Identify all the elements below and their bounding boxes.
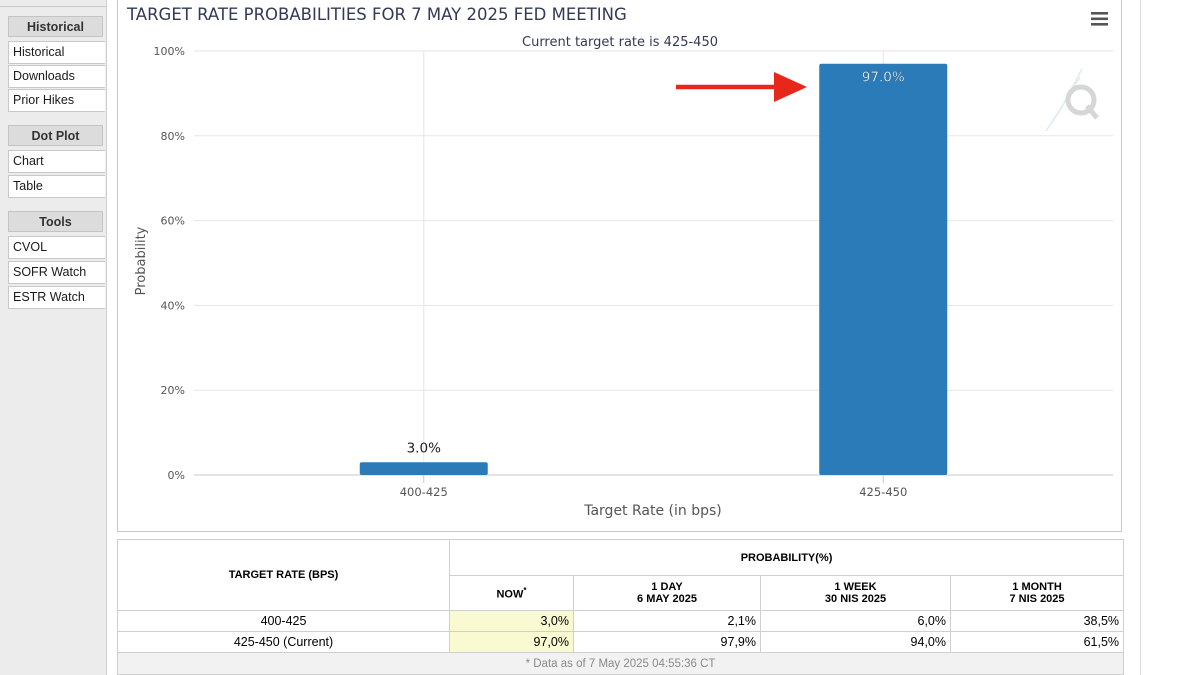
table-cell-now: 3,0% [449,610,574,632]
table-col-1-day: 1 DAY 6 MAY 2025 [573,575,761,611]
table-cell-now: 97,0% [449,631,574,653]
sidebar: Historical Historical Downloads Prior Hi… [0,0,107,675]
sidebar-item-chart[interactable]: Chart [8,150,105,173]
x-tick-label: 400-425 [400,485,448,499]
page-right-border [1140,0,1141,675]
table-cell-1-day: 97,9% [573,631,761,653]
probability-table: TARGET RATE (BPS) PROBABILITY(%) NOW* 1 … [116,539,1125,675]
data-label-400-425: 3.0% [407,440,441,456]
table-cell-1-week: 6,0% [760,610,951,632]
chart-bars: 3.0% 400-425 97.0% 425-450 [359,63,948,499]
sidebar-item-cvol[interactable]: CVOL [8,236,105,259]
y-tick-label: 60% [161,215,185,228]
table-cell-rate: 425-450 (Current) [117,631,450,653]
red-arrow-annotation [676,72,807,102]
x-axis-label: Target Rate (in bps) [583,503,722,519]
sidebar-heading-tools: Tools [8,211,103,232]
y-tick-label: 80% [161,130,185,143]
sidebar-item-estr-watch[interactable]: ESTR Watch [8,286,105,309]
chart-title: TARGET RATE PROBABILITIES FOR 7 MAY 2025… [126,5,627,24]
table-cell-1-month: 38,5% [949,610,1125,632]
table-row: 400-425 3,0% 2,1% 6,0% 38,5% [117,610,1125,632]
q-logo-icon [1045,68,1099,132]
table-row: 425-450 (Current) 97,0% 97,9% 94,0% 61,5… [117,631,1125,653]
table-col-now: NOW* [449,575,574,611]
sidebar-item-downloads[interactable]: Downloads [8,65,105,88]
sidebar-item-prior-hikes[interactable]: Prior Hikes [8,89,105,112]
table-cell-1-month: 61,5% [949,631,1125,653]
x-tick-label: 425-450 [859,485,907,499]
chart-panel: TARGET RATE PROBABILITIES FOR 7 MAY 2025… [117,0,1122,532]
chart-gridlines [194,50,1113,483]
table-cell-rate: 400-425 [117,610,450,632]
y-tick-label: 20% [161,384,185,397]
sidebar-item-historical[interactable]: Historical [8,41,105,64]
y-axis-label: Probability [134,226,149,295]
sidebar-item-table[interactable]: Table [8,175,105,198]
table-header-probability: PROBABILITY(%) [448,539,1125,576]
sidebar-heading-dot-plot: Dot Plot [8,125,103,146]
data-label-425-450: 97.0% [862,70,905,86]
table-col-1-week: 1 WEEK 30 NIS 2025 [760,575,951,611]
table-col-1-month: 1 MONTH 7 NIS 2025 [949,575,1125,611]
table-cell-1-day: 2,1% [573,610,761,632]
y-tick-label: 0% [168,469,185,482]
hamburger-menu-icon[interactable] [1088,9,1112,31]
y-tick-label: 40% [161,299,185,312]
bar-400-425[interactable] [359,462,488,475]
table-note-row: * Data as of 7 May 2025 04:55:36 CT [116,652,1125,675]
sidebar-top-divider [0,0,106,7]
y-axis-ticks: 0% 20% 40% 60% 80% 100% [154,45,185,482]
sidebar-item-sofr-watch[interactable]: SOFR Watch [8,261,105,284]
bar-425-450[interactable] [819,63,948,475]
probability-chart: TARGET RATE PROBABILITIES FOR 7 MAY 2025… [126,5,1113,519]
sidebar-heading-historical: Historical [8,16,103,37]
data-timestamp-note: * Data as of 7 May 2025 04:55:36 CT [116,652,1125,675]
chart-subtitle: Current target rate is 425-450 [522,35,718,50]
table-header-target-rate: TARGET RATE (BPS) [117,539,450,611]
y-tick-label: 100% [154,45,185,58]
table-cell-1-week: 94,0% [760,631,951,653]
